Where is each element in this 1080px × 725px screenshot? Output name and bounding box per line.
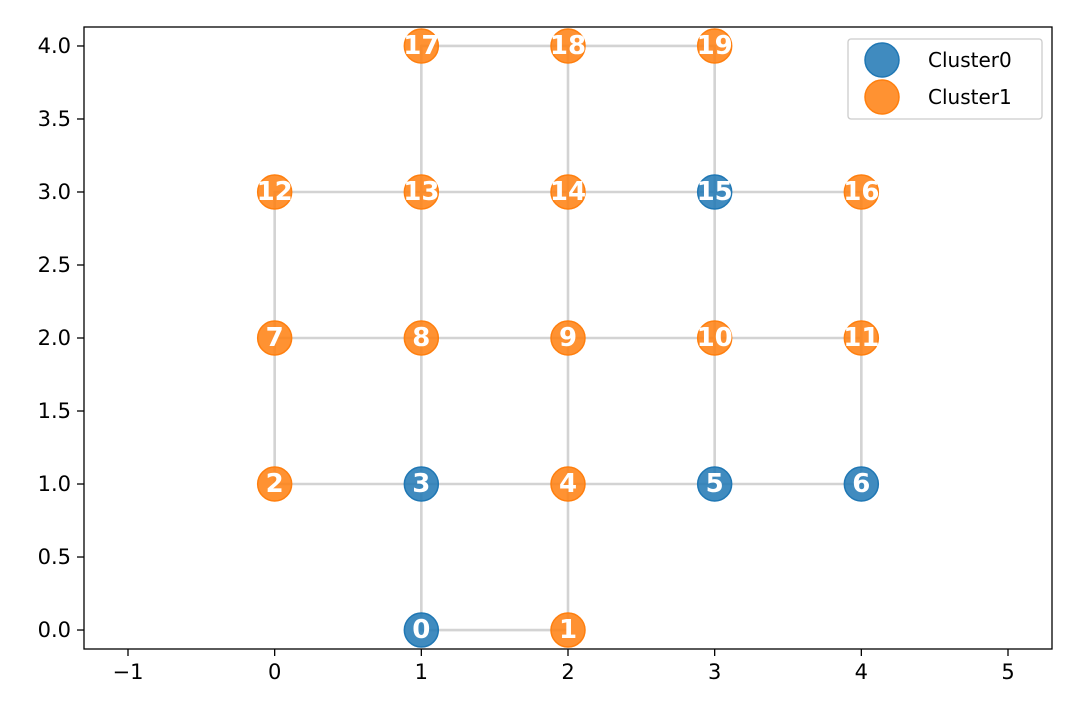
x-tick-label: −1 [113, 660, 144, 684]
node-marker [550, 28, 586, 64]
node-point: 7 [256, 320, 293, 356]
node-label: 3 [412, 469, 430, 499]
node-marker [696, 466, 733, 502]
node-label: 0 [412, 615, 430, 645]
node-label: 5 [706, 469, 724, 499]
node-label: 19 [697, 31, 733, 61]
node-marker [550, 612, 586, 648]
node-label: 16 [843, 177, 879, 207]
node-marker [403, 612, 440, 648]
node-marker [256, 466, 293, 502]
legend-label: Cluster0 [928, 48, 1012, 72]
y-tick-label: 2.0 [38, 326, 71, 350]
x-axis: −1 0 1 2 3 4 5 [113, 649, 1015, 684]
node-label: 7 [266, 323, 284, 353]
y-tick-label: 2.5 [38, 253, 71, 277]
x-tick-label: 5 [1001, 660, 1014, 684]
node-point: 1 [550, 612, 586, 648]
node-point: 2 [256, 466, 293, 502]
node-label: 1 [559, 615, 577, 645]
x-tick-label: 2 [561, 660, 574, 684]
node-label: 11 [843, 323, 879, 353]
node-point: 17 [403, 28, 440, 64]
node-label: 17 [403, 31, 439, 61]
node-point: 15 [696, 174, 733, 210]
node-marker [256, 174, 293, 210]
y-tick-label: 1.5 [38, 399, 71, 423]
node-point: 12 [256, 174, 293, 210]
node-point: 9 [550, 320, 586, 356]
node-point: 10 [696, 320, 733, 356]
node-point: 16 [843, 174, 880, 210]
x-tick-label: 0 [268, 660, 281, 684]
node-point: 13 [403, 174, 440, 210]
node-label: 8 [412, 323, 430, 353]
node-point: 14 [550, 174, 586, 210]
x-tick-label: 3 [708, 660, 721, 684]
legend-marker [864, 42, 900, 78]
node-point: 8 [403, 320, 440, 356]
node-marker [696, 320, 733, 356]
node-marker [843, 320, 880, 356]
node-marker [256, 320, 293, 356]
y-tick-label: 1.0 [38, 472, 71, 496]
node-point: 5 [696, 466, 733, 502]
node-marker [550, 174, 586, 210]
node-label: 15 [697, 177, 733, 207]
node-marker [843, 174, 880, 210]
legend: Cluster0 Cluster1 [847, 38, 1043, 120]
node-point: 19 [696, 28, 733, 64]
node-point: 3 [403, 466, 440, 502]
node-marker [403, 174, 440, 210]
node-marker [403, 466, 440, 502]
y-tick-label: 0.0 [38, 618, 71, 642]
node-label: 2 [266, 469, 284, 499]
node-marker [843, 466, 880, 502]
node-point: 0 [403, 612, 440, 648]
y-tick-label: 3.5 [38, 107, 71, 131]
node-marker [403, 28, 440, 64]
y-tick-label: 4.0 [38, 34, 71, 58]
node-marker [696, 28, 733, 64]
node-label: 9 [559, 323, 577, 353]
node-point: 6 [843, 466, 880, 502]
node-label: 18 [550, 31, 586, 61]
edges-layer [273, 44, 863, 632]
y-axis: 0.0 0.5 1.0 1.5 2.0 2.5 3.0 3.5 4.0 [38, 34, 84, 642]
x-tick-label: 4 [855, 660, 868, 684]
y-tick-label: 3.0 [38, 180, 71, 204]
node-point: 18 [550, 28, 586, 64]
x-tick-label: 1 [415, 660, 428, 684]
node-label: 14 [550, 177, 586, 207]
node-label: 10 [697, 323, 733, 353]
node-label: 13 [403, 177, 439, 207]
node-point: 11 [843, 320, 880, 356]
legend-marker [864, 79, 900, 115]
node-point: 4 [550, 466, 586, 502]
legend-label: Cluster1 [928, 85, 1012, 109]
node-marker [550, 466, 586, 502]
node-label: 4 [559, 469, 577, 499]
node-label: 6 [852, 469, 870, 499]
node-label: 12 [257, 177, 293, 207]
y-tick-label: 0.5 [38, 545, 71, 569]
node-marker [696, 174, 733, 210]
node-marker [550, 320, 586, 356]
node-marker [403, 320, 440, 356]
